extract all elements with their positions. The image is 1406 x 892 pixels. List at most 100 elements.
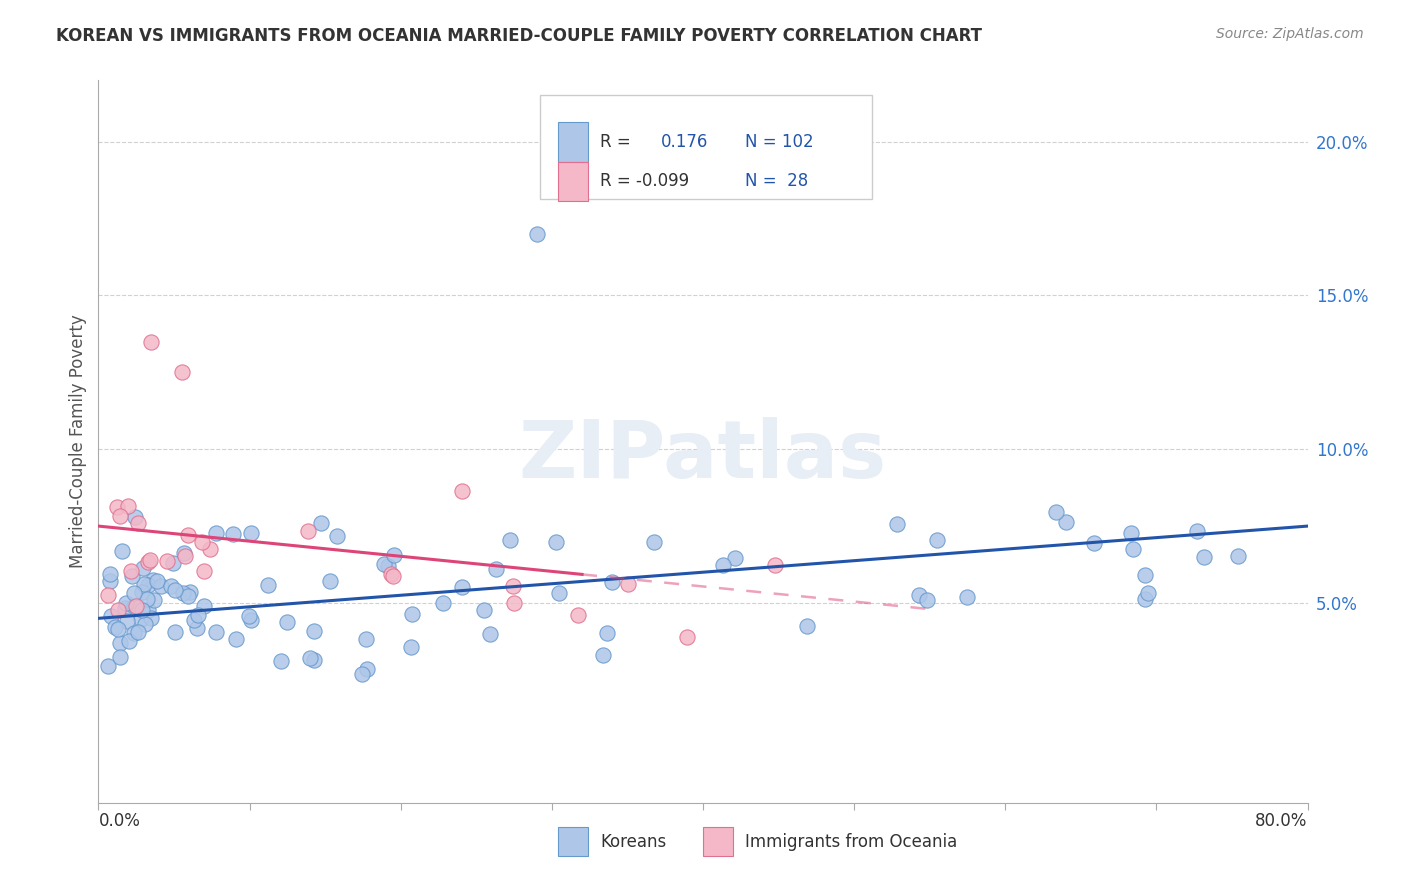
Point [143, 593, 166, 607]
Point [1135, 568, 1157, 582]
Point [97, 588, 120, 602]
Point [925, 533, 948, 547]
Text: KOREAN VS IMMIGRANTS FROM OCEANIA MARRIED-COUPLE FAMILY POVERTY CORRELATION CHAR: KOREAN VS IMMIGRANTS FROM OCEANIA MARRIE… [56, 27, 983, 45]
Point [1119, 526, 1142, 541]
Point [270, 654, 292, 668]
Point [150, 579, 173, 593]
Point [544, 535, 567, 549]
Point [382, 548, 405, 562]
Y-axis label: Married-Couple Family Poverty: Married-Couple Family Poverty [69, 315, 87, 568]
Point [1136, 586, 1159, 600]
Point [1054, 515, 1077, 529]
Point [956, 591, 979, 605]
Point [377, 559, 399, 574]
Point [162, 556, 184, 570]
Point [107, 622, 129, 636]
Point [354, 632, 377, 646]
Point [297, 524, 319, 539]
Point [198, 541, 221, 556]
Text: ZIPatlas: ZIPatlas [519, 417, 887, 495]
Point [643, 535, 665, 549]
FancyBboxPatch shape [540, 95, 872, 200]
Point [325, 529, 347, 543]
Point [127, 624, 149, 639]
Point [134, 616, 156, 631]
Point [380, 567, 402, 582]
Point [141, 334, 163, 349]
Point [319, 574, 342, 588]
Point [796, 619, 818, 633]
Point [238, 608, 260, 623]
Point [302, 653, 325, 667]
Point [503, 596, 526, 610]
Point [172, 586, 194, 600]
Text: Source: ZipAtlas.com: Source: ZipAtlas.com [1216, 27, 1364, 41]
Text: 0.176: 0.176 [661, 133, 709, 151]
Point [132, 561, 155, 575]
Text: N = 102: N = 102 [745, 133, 814, 151]
Point [915, 592, 938, 607]
Text: R = -0.099: R = -0.099 [600, 172, 689, 190]
Point [352, 666, 374, 681]
Point [122, 586, 145, 600]
Point [107, 602, 129, 616]
Point [205, 624, 228, 639]
Point [193, 564, 215, 578]
FancyBboxPatch shape [703, 827, 734, 855]
Point [111, 544, 134, 558]
Point [100, 609, 122, 624]
Point [159, 579, 181, 593]
Point [105, 500, 128, 514]
Point [1122, 541, 1144, 556]
Point [100, 574, 122, 589]
Point [173, 546, 195, 560]
Point [191, 534, 214, 549]
Point [600, 575, 623, 590]
Point [499, 533, 522, 547]
Point [179, 585, 201, 599]
Point [886, 516, 908, 531]
Point [139, 611, 162, 625]
Point [114, 595, 136, 609]
Point [472, 603, 495, 617]
Point [131, 585, 153, 599]
Text: R =: R = [600, 133, 631, 151]
Point [136, 577, 159, 591]
Point [752, 181, 775, 195]
Point [373, 558, 395, 572]
Point [187, 607, 209, 622]
Point [163, 625, 186, 640]
Point [1045, 505, 1067, 519]
Point [127, 516, 149, 530]
Point [110, 635, 132, 649]
Point [451, 483, 474, 498]
Point [122, 599, 145, 614]
Point [1133, 591, 1156, 606]
Point [596, 626, 619, 640]
Point [485, 562, 508, 576]
Text: N =  28: N = 28 [745, 172, 808, 190]
Point [711, 558, 734, 573]
Point [547, 586, 569, 600]
Point [124, 599, 146, 614]
Point [1192, 549, 1215, 564]
Point [131, 603, 153, 617]
Point [526, 227, 548, 241]
Point [450, 580, 472, 594]
FancyBboxPatch shape [558, 122, 588, 161]
Text: 80.0%: 80.0% [1256, 812, 1308, 830]
Point [170, 365, 193, 379]
Point [502, 579, 524, 593]
Point [115, 615, 138, 629]
Point [399, 640, 422, 654]
Point [299, 651, 322, 665]
Point [96, 659, 118, 673]
Point [104, 619, 127, 633]
Point [401, 607, 423, 622]
Point [205, 526, 228, 541]
Text: 0.0%: 0.0% [98, 812, 141, 830]
Point [478, 627, 501, 641]
Point [183, 613, 205, 627]
Point [122, 626, 145, 640]
Point [176, 589, 198, 603]
